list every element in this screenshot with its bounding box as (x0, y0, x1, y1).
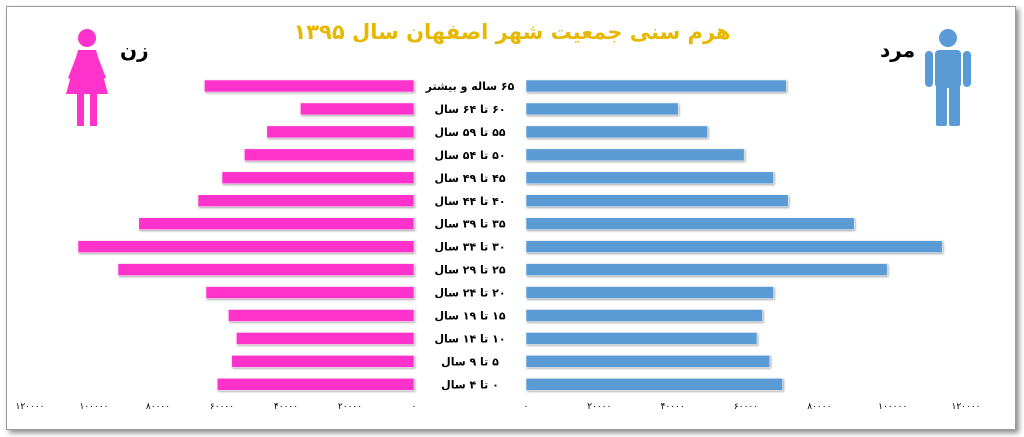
female-axis-tick-label: ۰ (412, 402, 417, 412)
male-bar (525, 194, 789, 207)
female-bar (231, 355, 415, 368)
male-axis-tick-label: ۶۰۰۰۰ (734, 402, 758, 412)
female-bar (216, 378, 415, 391)
female-bar (205, 286, 415, 299)
age-group-label: ۳۵ تا ۳۹ سال (434, 218, 505, 231)
female-bar (77, 240, 415, 253)
female-axis-tick-label: ۴۰۰۰۰ (274, 402, 298, 412)
male-axis-tick-label: ۰ (524, 402, 529, 412)
age-group-label: ۵ تا ۹ سال (441, 355, 499, 368)
female-axis-tick-label: ۸۰۰۰۰ (146, 402, 170, 412)
female-bar (300, 102, 415, 116)
female-bar (236, 332, 415, 345)
female-axis-tick-label: ۲۰۰۰۰ (338, 402, 362, 412)
female-axis-tick-label: ۱۰۰۰۰۰ (79, 402, 108, 412)
male-bar (525, 217, 855, 230)
male-bar (525, 240, 943, 253)
female-axis-tick-label: ۶۰۰۰۰ (210, 402, 234, 412)
male-label: مرد (880, 38, 916, 62)
female-axis-tick-label: ۱۲۰۰۰۰ (15, 402, 44, 412)
female-bar (228, 309, 415, 322)
male-axis-tick-label: ۸۰۰۰۰ (807, 402, 831, 412)
female-bar (266, 125, 415, 139)
male-bar (525, 79, 787, 93)
male-axis-tick-label: ۱۲۰۰۰۰ (951, 402, 980, 412)
male-bar (525, 148, 745, 162)
age-group-label: ۴۵ تا ۴۹ سال (434, 172, 505, 185)
age-group-label: ۶۵ ساله و بیشتر (425, 80, 515, 93)
age-group-label: ۶۰ تا ۶۴ سال (434, 103, 505, 116)
age-group-label: ۵۵ تا ۵۹ سال (434, 126, 505, 139)
age-group-label: ۲۰ تا ۲۴ سال (434, 287, 505, 300)
male-bar (525, 309, 763, 322)
male-axis-tick-label: ۴۰۰۰۰ (661, 402, 685, 412)
male-bar (525, 102, 679, 116)
age-group-label: ۴۰ تا ۴۴ سال (434, 195, 505, 208)
age-group-label: ۲۵ تا ۲۹ سال (434, 264, 505, 277)
age-group-label: ۱۰ تا ۱۴ سال (434, 332, 505, 345)
male-axis-tick-label: ۲۰۰۰۰ (587, 402, 611, 412)
age-group-label: ۰ تا ۴ سال (441, 378, 499, 391)
male-bar (525, 125, 708, 139)
female-label: زن (120, 38, 149, 62)
female-bar (221, 171, 415, 185)
male-bar (525, 286, 774, 299)
female-bar (117, 263, 415, 276)
female-bar (204, 79, 415, 93)
male-bar (525, 332, 758, 345)
male-person-icon (925, 29, 971, 126)
male-bar (525, 355, 771, 368)
female-person-icon (66, 29, 108, 126)
female-bar (138, 217, 415, 230)
age-group-label: ۱۵ تا ۱۹ سال (434, 310, 505, 323)
age-group-label: ۵۰ تا ۵۴ سال (434, 149, 505, 162)
age-group-label: ۳۰ تا ۳۴ سال (434, 241, 505, 254)
male-bar (525, 263, 888, 276)
female-bar (197, 194, 415, 207)
female-bar (244, 148, 415, 162)
chart-title: هرم سنی جمعیت شهر اصفهان سال ۱۳۹۵ (293, 20, 731, 44)
male-bar (525, 171, 774, 185)
male-bar (525, 378, 783, 391)
male-axis-tick-label: ۱۰۰۰۰۰ (878, 402, 907, 412)
